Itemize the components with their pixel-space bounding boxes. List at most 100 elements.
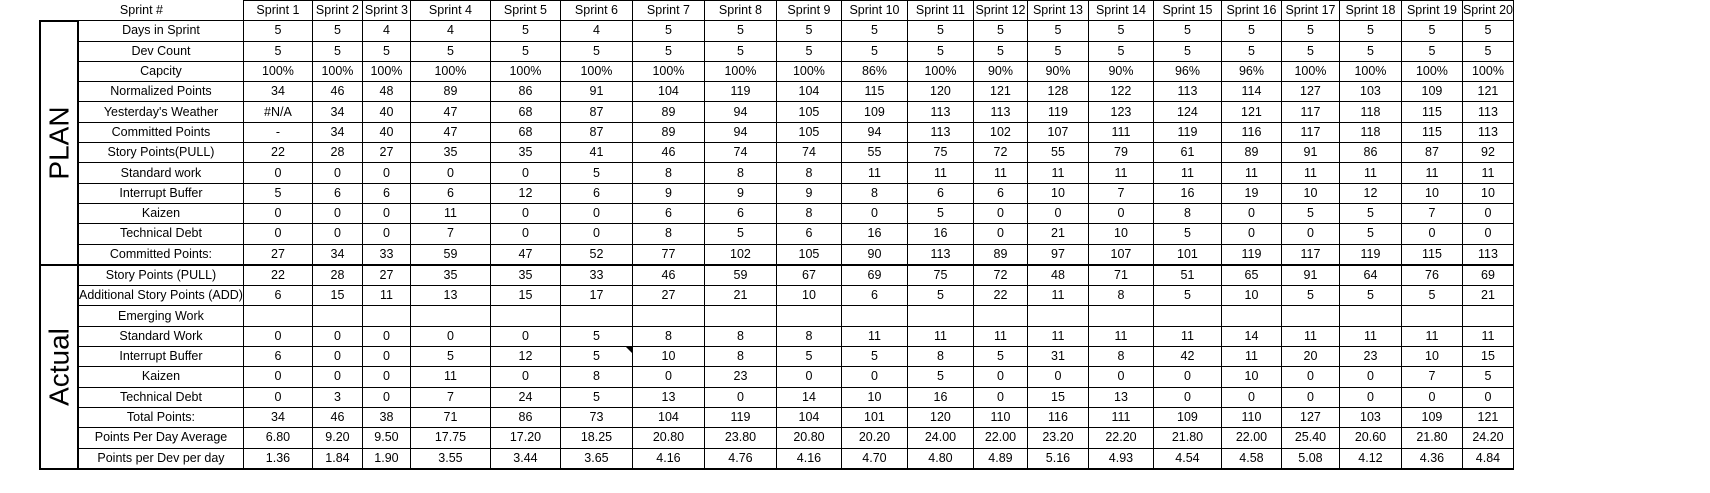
value-cell[interactable]: 0 bbox=[242, 386, 313, 408]
value-cell[interactable]: 5 bbox=[311, 40, 363, 62]
value-cell[interactable]: 87 bbox=[559, 101, 633, 123]
value-cell[interactable]: 5 bbox=[1400, 20, 1463, 42]
value-cell[interactable]: 41 bbox=[559, 142, 633, 164]
value-cell[interactable]: 35 bbox=[409, 263, 491, 287]
value-cell[interactable]: 113 bbox=[1461, 101, 1514, 123]
value-cell[interactable]: 5 bbox=[409, 40, 491, 62]
value-cell[interactable]: 11 bbox=[1400, 162, 1463, 184]
value-cell[interactable]: 6 bbox=[631, 202, 705, 225]
value-cell[interactable]: 4 bbox=[409, 20, 491, 42]
value-cell[interactable]: 0 bbox=[1338, 366, 1402, 388]
value-cell[interactable]: 5 bbox=[242, 20, 313, 42]
value-cell[interactable]: 122 bbox=[1087, 81, 1154, 103]
value-cell[interactable]: 6 bbox=[409, 182, 491, 204]
value-cell[interactable]: 0 bbox=[1152, 386, 1222, 408]
value-cell[interactable]: 23.20 bbox=[1026, 427, 1089, 449]
value-cell[interactable]: 5 bbox=[559, 386, 633, 408]
value-cell[interactable]: 0 bbox=[1026, 202, 1089, 225]
value-cell[interactable]: 71 bbox=[409, 406, 491, 429]
value-cell[interactable]: 127 bbox=[1280, 406, 1340, 429]
value-cell[interactable]: 65 bbox=[1220, 263, 1282, 287]
value-cell[interactable]: 90% bbox=[1026, 60, 1089, 83]
value-cell[interactable]: 24.20 bbox=[1461, 427, 1514, 449]
value-cell[interactable]: 34 bbox=[311, 101, 363, 123]
value-cell[interactable]: 22 bbox=[972, 285, 1028, 307]
value-cell[interactable]: 27 bbox=[242, 243, 313, 266]
value-cell[interactable] bbox=[703, 305, 777, 327]
value-cell[interactable]: 15 bbox=[489, 285, 561, 307]
value-cell[interactable]: 5 bbox=[840, 346, 908, 368]
value-cell[interactable]: 0 bbox=[489, 366, 561, 388]
value-cell[interactable]: 3.44 bbox=[489, 447, 561, 470]
value-cell[interactable]: 8 bbox=[775, 162, 842, 184]
value-cell[interactable]: 0 bbox=[840, 366, 908, 388]
value-cell[interactable]: 0 bbox=[1280, 366, 1340, 388]
value-cell[interactable]: 5 bbox=[631, 20, 705, 42]
value-cell[interactable]: 7 bbox=[1400, 202, 1463, 225]
value-cell[interactable]: 89 bbox=[409, 81, 491, 103]
value-cell[interactable]: 0 bbox=[1400, 223, 1463, 245]
value-cell[interactable]: 5 bbox=[1461, 366, 1514, 388]
value-cell[interactable]: 5 bbox=[1087, 40, 1154, 62]
value-cell[interactable]: 0 bbox=[559, 202, 633, 225]
value-cell[interactable]: 4.36 bbox=[1400, 447, 1463, 470]
value-cell[interactable]: 5 bbox=[1461, 40, 1514, 62]
value-cell[interactable]: 46 bbox=[631, 263, 705, 287]
value-cell[interactable]: 103 bbox=[1338, 406, 1402, 429]
value-cell[interactable]: 105 bbox=[775, 101, 842, 123]
value-cell[interactable]: 17 bbox=[559, 285, 633, 307]
value-cell[interactable]: 5 bbox=[972, 20, 1028, 42]
value-cell[interactable]: 21 bbox=[1026, 223, 1089, 245]
value-cell[interactable]: 89 bbox=[1220, 142, 1282, 164]
value-cell[interactable]: 10 bbox=[1220, 366, 1282, 388]
value-cell[interactable]: 118 bbox=[1338, 101, 1402, 123]
value-cell[interactable]: 121 bbox=[1461, 81, 1514, 103]
comment-indicator-icon[interactable] bbox=[625, 347, 632, 354]
value-cell[interactable]: 0 bbox=[489, 325, 561, 348]
value-cell[interactable] bbox=[906, 305, 974, 327]
value-cell[interactable]: 9 bbox=[775, 182, 842, 204]
value-cell[interactable]: 6 bbox=[703, 202, 777, 225]
value-cell[interactable]: 0 bbox=[311, 202, 363, 225]
value-cell[interactable]: 0 bbox=[1461, 202, 1514, 225]
value-cell[interactable]: 0 bbox=[1461, 223, 1514, 245]
value-cell[interactable]: 4 bbox=[361, 20, 411, 42]
value-cell[interactable]: 11 bbox=[972, 325, 1028, 348]
value-cell[interactable]: 100% bbox=[409, 60, 491, 83]
value-cell[interactable]: 116 bbox=[1026, 406, 1089, 429]
value-cell[interactable]: 5 bbox=[242, 40, 313, 62]
value-cell[interactable] bbox=[775, 305, 842, 327]
value-cell[interactable]: 120 bbox=[906, 81, 974, 103]
value-cell[interactable]: 23.80 bbox=[703, 427, 777, 449]
value-cell[interactable]: 5 bbox=[775, 40, 842, 62]
value-cell[interactable]: 0 bbox=[361, 162, 411, 184]
value-cell[interactable]: 15 bbox=[1026, 386, 1089, 408]
value-cell[interactable]: 46 bbox=[631, 142, 705, 164]
value-cell[interactable]: 90% bbox=[972, 60, 1028, 83]
value-cell[interactable]: 3.65 bbox=[559, 447, 633, 470]
value-cell[interactable]: 5 bbox=[703, 40, 777, 62]
value-cell[interactable]: 11 bbox=[1220, 346, 1282, 368]
value-cell[interactable]: 128 bbox=[1026, 81, 1089, 103]
value-cell[interactable]: 74 bbox=[703, 142, 777, 164]
value-cell[interactable]: 5 bbox=[1220, 40, 1282, 62]
value-cell[interactable]: 5 bbox=[1220, 20, 1282, 42]
value-cell[interactable]: 115 bbox=[1400, 121, 1463, 144]
value-cell[interactable]: 5 bbox=[1400, 285, 1463, 307]
value-cell[interactable]: 21.80 bbox=[1400, 427, 1463, 449]
value-cell[interactable]: 5 bbox=[840, 40, 908, 62]
value-cell[interactable]: 100% bbox=[489, 60, 561, 83]
value-cell[interactable]: 0 bbox=[1220, 223, 1282, 245]
value-cell[interactable]: 35 bbox=[409, 142, 491, 164]
value-cell[interactable] bbox=[242, 305, 313, 327]
value-cell[interactable]: 5 bbox=[1152, 223, 1222, 245]
value-cell[interactable]: 111 bbox=[1087, 121, 1154, 144]
value-cell[interactable]: 10 bbox=[1400, 346, 1463, 368]
value-cell[interactable]: 12 bbox=[1338, 182, 1402, 204]
value-cell[interactable]: 86 bbox=[1338, 142, 1402, 164]
value-cell[interactable]: 0 bbox=[1087, 202, 1154, 225]
value-cell[interactable]: 101 bbox=[1152, 243, 1222, 266]
value-cell[interactable]: 6 bbox=[840, 285, 908, 307]
value-cell[interactable]: 7 bbox=[1400, 366, 1463, 388]
value-cell[interactable]: 5 bbox=[972, 40, 1028, 62]
